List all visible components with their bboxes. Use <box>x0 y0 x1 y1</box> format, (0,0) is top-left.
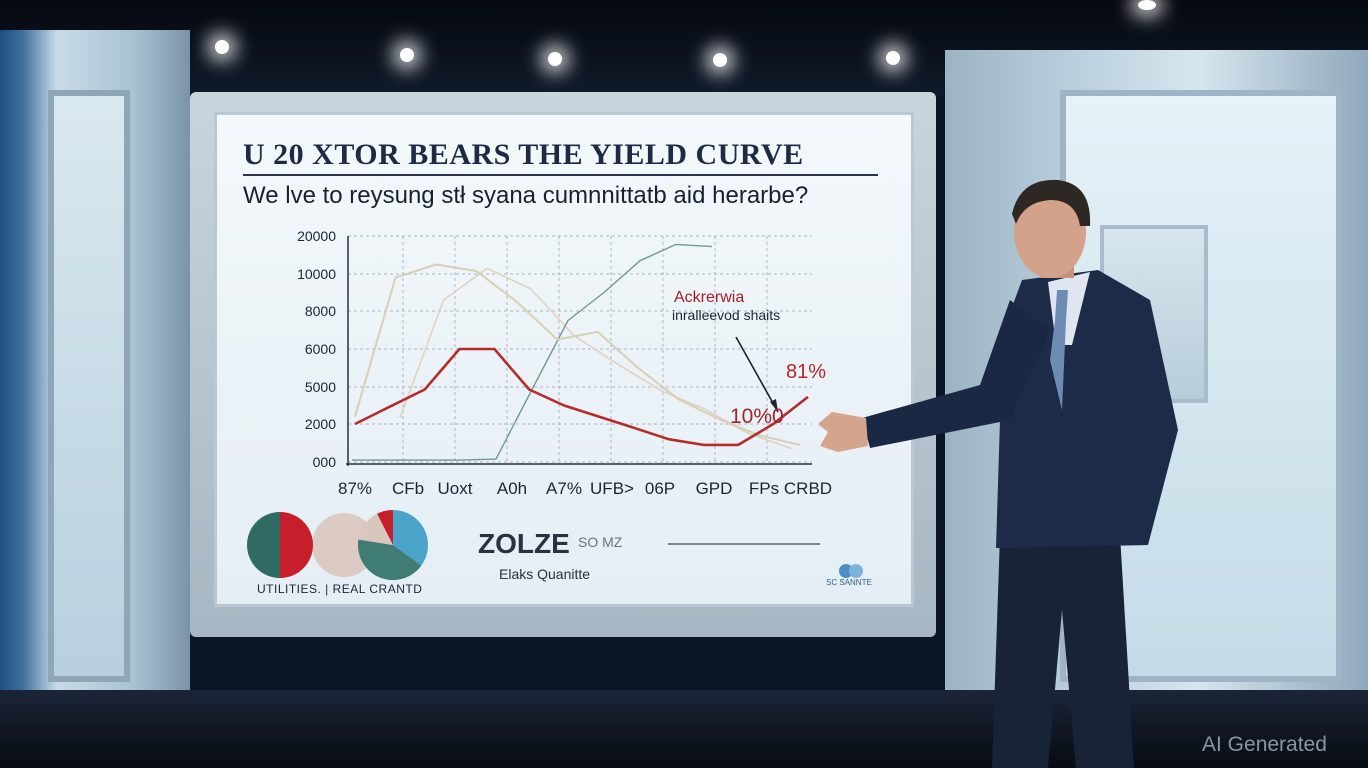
x-tick-label: GPD <box>696 479 733 498</box>
presenter-arm <box>862 300 1050 448</box>
ceiling-light <box>548 52 562 66</box>
pie-slice <box>280 512 313 578</box>
x-tick-label: 87% <box>338 479 372 498</box>
presenter-hair <box>1012 179 1091 226</box>
pie-slice <box>377 509 393 545</box>
y-tick-label: 6000 <box>305 341 336 357</box>
pie-charts <box>247 509 429 581</box>
presenter-head <box>1014 186 1086 278</box>
bottom-logo-suffix: SO MZ <box>578 534 623 550</box>
series-line <box>354 263 801 446</box>
y-tick-label: 2000 <box>305 416 336 432</box>
chart-axes <box>346 236 812 466</box>
bottom-logo-text: ZOLZE <box>478 528 570 559</box>
left-wall-panel <box>0 30 190 710</box>
annotation-arrowhead <box>770 399 778 412</box>
ceiling-light <box>886 51 900 65</box>
title-underline <box>243 174 878 176</box>
pie-caption: UTILITIES. | REAL CRANTD <box>257 582 423 596</box>
x-tick-label: FPs <box>749 479 779 498</box>
presenter-tie <box>1050 290 1068 410</box>
y-tick-label: 10000 <box>297 266 336 282</box>
pie-slice <box>393 510 429 566</box>
x-tick-label: 06P <box>645 479 675 498</box>
studio-floor <box>0 690 1368 768</box>
ceiling-light <box>400 48 414 62</box>
series-line <box>354 347 809 447</box>
annotation-arrow <box>735 336 779 413</box>
y-tick-label: 20000 <box>297 228 336 244</box>
y-tick-label: 8000 <box>305 303 336 319</box>
ceiling-light <box>1138 0 1156 10</box>
screen-subtitle: We lve to reysung stł syana cumnnittatb … <box>243 182 809 209</box>
x-tick-label: CFb <box>392 479 424 498</box>
screen-title: U 20 XTOR BEARS THE YIELD CURVE <box>243 138 804 171</box>
annotation-label-red: Ackrerwia <box>674 289 745 306</box>
x-tick-label: CRBD <box>784 479 832 498</box>
ceiling-light <box>215 40 229 54</box>
presenter-hand <box>818 412 868 452</box>
annotation-pct-high: 81% <box>786 361 827 383</box>
chart-series <box>352 243 809 461</box>
pie-slice <box>312 513 376 577</box>
annotation-label-dark: inralleevod shaits <box>672 307 781 323</box>
presenter-legs <box>992 535 1134 768</box>
x-tick-label: Uoxt <box>438 479 473 498</box>
x-tick-label: UFB> <box>590 479 634 498</box>
x-tick-label: A0h <box>497 479 527 498</box>
bottom-corner-text: SC SANNTE <box>826 578 872 587</box>
y-tick-label: 000 <box>313 454 337 470</box>
pie-slice <box>358 513 393 545</box>
annotation-pct-low: 10%0 <box>730 405 784 428</box>
bottom-divider <box>668 543 820 545</box>
ceiling-light <box>713 53 727 67</box>
chart-grid <box>348 235 812 463</box>
y-tick-label: 5000 <box>305 379 336 395</box>
pie-slice <box>357 539 422 581</box>
x-tick-label: A7% <box>546 479 582 498</box>
pie-slice <box>247 512 280 578</box>
bottom-sub-text: Elaks Quanitte <box>499 566 591 582</box>
ai-generated-watermark: AI Generated <box>1202 733 1327 756</box>
